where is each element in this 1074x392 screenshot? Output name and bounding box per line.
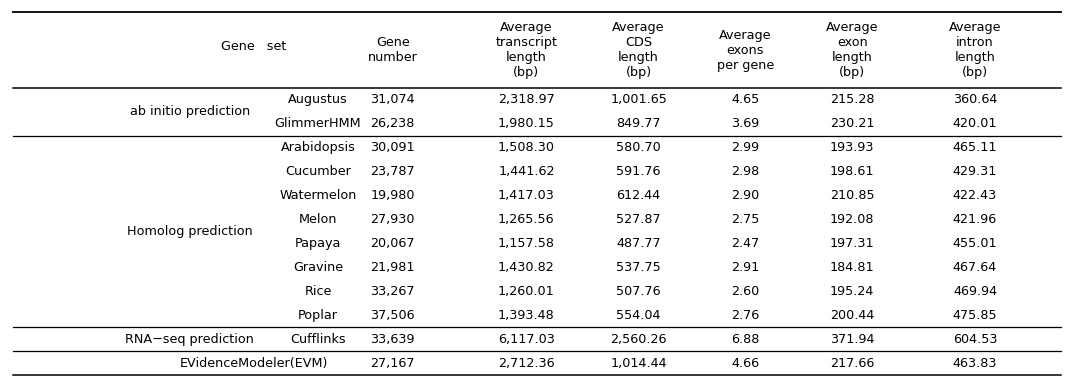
Text: 1,393.48: 1,393.48 bbox=[498, 309, 554, 322]
Text: 849.77: 849.77 bbox=[616, 117, 661, 130]
Text: 210.85: 210.85 bbox=[830, 189, 874, 202]
Text: 33,639: 33,639 bbox=[371, 333, 415, 346]
Text: 2.76: 2.76 bbox=[731, 309, 759, 322]
Text: 527.87: 527.87 bbox=[616, 213, 661, 226]
Text: 20,067: 20,067 bbox=[371, 237, 415, 250]
Text: 467.64: 467.64 bbox=[953, 261, 997, 274]
Text: 463.83: 463.83 bbox=[953, 357, 998, 370]
Text: Average
exons
per gene: Average exons per gene bbox=[716, 29, 774, 72]
Text: Gene
number: Gene number bbox=[367, 36, 418, 64]
Text: 30,091: 30,091 bbox=[371, 141, 415, 154]
Text: 1,260.01: 1,260.01 bbox=[498, 285, 554, 298]
Text: 31,074: 31,074 bbox=[371, 93, 415, 106]
Text: 422.43: 422.43 bbox=[953, 189, 997, 202]
Text: 1,430.82: 1,430.82 bbox=[498, 261, 554, 274]
Text: 195.24: 195.24 bbox=[830, 285, 874, 298]
Text: 184.81: 184.81 bbox=[830, 261, 874, 274]
Text: 1,157.58: 1,157.58 bbox=[498, 237, 555, 250]
Text: 429.31: 429.31 bbox=[953, 165, 998, 178]
Text: 1,441.62: 1,441.62 bbox=[498, 165, 554, 178]
Text: Cucumber: Cucumber bbox=[285, 165, 351, 178]
Text: 2.47: 2.47 bbox=[731, 237, 759, 250]
Text: 591.76: 591.76 bbox=[616, 165, 661, 178]
Text: 19,980: 19,980 bbox=[371, 189, 415, 202]
Text: 421.96: 421.96 bbox=[953, 213, 997, 226]
Text: 4.65: 4.65 bbox=[731, 93, 759, 106]
Text: ab initio prediction: ab initio prediction bbox=[130, 105, 250, 118]
Text: 2.75: 2.75 bbox=[731, 213, 759, 226]
Text: RNA−seq prediction: RNA−seq prediction bbox=[126, 333, 255, 346]
Text: 487.77: 487.77 bbox=[616, 237, 661, 250]
Text: 2.90: 2.90 bbox=[731, 189, 759, 202]
Text: 2.99: 2.99 bbox=[731, 141, 759, 154]
Text: 27,930: 27,930 bbox=[371, 213, 415, 226]
Text: 197.31: 197.31 bbox=[830, 237, 874, 250]
Text: 193.93: 193.93 bbox=[830, 141, 874, 154]
Text: Gene   set: Gene set bbox=[221, 40, 287, 53]
Text: Average
intron
length
(bp): Average intron length (bp) bbox=[948, 21, 1001, 79]
Text: 2,712.36: 2,712.36 bbox=[498, 357, 554, 370]
Text: Average
CDS
length
(bp): Average CDS length (bp) bbox=[612, 21, 665, 79]
Text: Homolog prediction: Homolog prediction bbox=[127, 225, 252, 238]
Text: Augustus: Augustus bbox=[288, 93, 348, 106]
Text: 27,167: 27,167 bbox=[371, 357, 415, 370]
Text: 1,001.65: 1,001.65 bbox=[610, 93, 667, 106]
Text: 371.94: 371.94 bbox=[830, 333, 874, 346]
Text: 217.66: 217.66 bbox=[830, 357, 874, 370]
Text: 469.94: 469.94 bbox=[953, 285, 997, 298]
Text: 554.04: 554.04 bbox=[616, 309, 661, 322]
Text: Poplar: Poplar bbox=[297, 309, 338, 322]
Text: 3.69: 3.69 bbox=[731, 117, 759, 130]
Text: 475.85: 475.85 bbox=[953, 309, 998, 322]
Text: Rice: Rice bbox=[304, 285, 332, 298]
Text: 21,981: 21,981 bbox=[371, 261, 415, 274]
Text: 507.76: 507.76 bbox=[616, 285, 661, 298]
Text: 612.44: 612.44 bbox=[616, 189, 661, 202]
Text: 192.08: 192.08 bbox=[830, 213, 874, 226]
Text: Melon: Melon bbox=[299, 213, 337, 226]
Text: 1,417.03: 1,417.03 bbox=[498, 189, 555, 202]
Text: 2.91: 2.91 bbox=[731, 261, 759, 274]
Text: Arabidopsis: Arabidopsis bbox=[280, 141, 355, 154]
Text: Cufflinks: Cufflinks bbox=[290, 333, 346, 346]
Text: Papaya: Papaya bbox=[294, 237, 342, 250]
Text: Watermelon: Watermelon bbox=[279, 189, 357, 202]
Text: EVidenceModeler(EVM): EVidenceModeler(EVM) bbox=[179, 357, 328, 370]
Text: 465.11: 465.11 bbox=[953, 141, 998, 154]
Text: 230.21: 230.21 bbox=[830, 117, 874, 130]
Text: 580.70: 580.70 bbox=[616, 141, 661, 154]
Text: 1,508.30: 1,508.30 bbox=[498, 141, 555, 154]
Text: 1,265.56: 1,265.56 bbox=[498, 213, 554, 226]
Text: 198.61: 198.61 bbox=[830, 165, 874, 178]
Text: 2.98: 2.98 bbox=[731, 165, 759, 178]
Text: 33,267: 33,267 bbox=[371, 285, 415, 298]
Text: 4.66: 4.66 bbox=[731, 357, 759, 370]
Text: 200.44: 200.44 bbox=[830, 309, 874, 322]
Text: 23,787: 23,787 bbox=[371, 165, 415, 178]
Text: Average
transcript
length
(bp): Average transcript length (bp) bbox=[495, 21, 557, 79]
Text: 2,318.97: 2,318.97 bbox=[498, 93, 554, 106]
Text: 360.64: 360.64 bbox=[953, 93, 998, 106]
Text: 2,560.26: 2,560.26 bbox=[610, 333, 667, 346]
Text: 26,238: 26,238 bbox=[371, 117, 415, 130]
Text: 1,980.15: 1,980.15 bbox=[498, 117, 555, 130]
Text: 37,506: 37,506 bbox=[371, 309, 415, 322]
Text: 215.28: 215.28 bbox=[830, 93, 874, 106]
Text: Average
exon
length
(bp): Average exon length (bp) bbox=[826, 21, 879, 79]
Text: 6.88: 6.88 bbox=[731, 333, 759, 346]
Text: 2.60: 2.60 bbox=[731, 285, 759, 298]
Text: 420.01: 420.01 bbox=[953, 117, 998, 130]
Text: 455.01: 455.01 bbox=[953, 237, 998, 250]
Text: 6,117.03: 6,117.03 bbox=[498, 333, 555, 346]
Text: 1,014.44: 1,014.44 bbox=[610, 357, 667, 370]
Text: Gravine: Gravine bbox=[293, 261, 343, 274]
Text: 537.75: 537.75 bbox=[616, 261, 661, 274]
Text: GlimmerHMM: GlimmerHMM bbox=[275, 117, 361, 130]
Text: 604.53: 604.53 bbox=[953, 333, 998, 346]
